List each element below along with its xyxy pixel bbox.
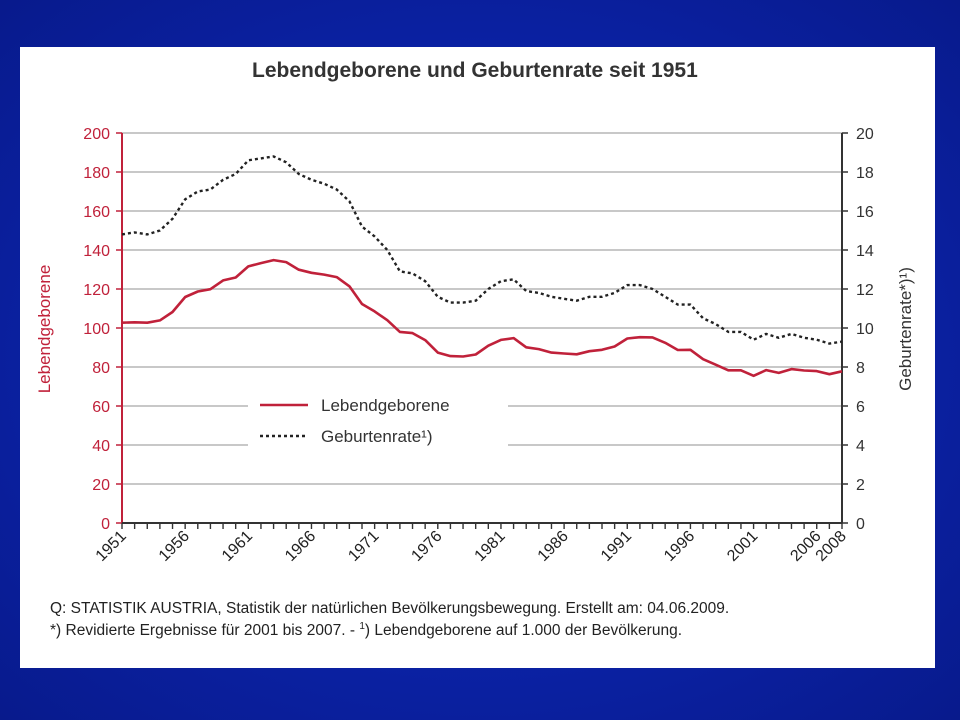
x-tick-label: 1951 [93, 528, 130, 565]
axes [116, 132, 848, 529]
x-tick-label: 2008 [813, 528, 850, 565]
y-tick-label-right: 0 [856, 516, 865, 533]
y-tick-label-right: 6 [856, 399, 865, 416]
legend-label-lebendgeborene: Lebendgeborene [321, 396, 450, 415]
x-tick-label: 1966 [282, 528, 319, 565]
source-note: Q: STATISTIK AUSTRIA, Statistik der natü… [50, 600, 729, 617]
series [121, 155, 843, 378]
footnote-text: ) Lebendgeborene auf 1.000 der Bevölkeru… [365, 622, 682, 639]
y-tick-label-left: 200 [83, 126, 110, 143]
grid [122, 132, 842, 524]
x-tick-label: 2001 [724, 528, 761, 565]
y-tick-label-left: 120 [83, 282, 110, 299]
revision-note: *) Revidierte Ergebnisse für 2001 bis 20… [50, 621, 682, 639]
slide: Lebendgeborene und Geburtenrate seit 195… [20, 47, 935, 668]
y-axis-label-left: Lebendgeborene [35, 265, 54, 394]
legend-background [248, 386, 508, 458]
y-tick-label-left: 0 [101, 516, 110, 533]
chart: Lebendgeborene und Geburtenrate seit 195… [35, 59, 915, 639]
y-tick-label-left: 60 [92, 399, 110, 416]
y-tick-label-right: 12 [856, 282, 874, 299]
y-tick-label-right: 4 [856, 438, 865, 455]
y-tick-label-left: 100 [83, 321, 110, 338]
legend-label-geburtenrate: Geburtenrate¹) [321, 427, 433, 446]
y-tick-label-left: 140 [83, 243, 110, 260]
footnote-mark: 1 [359, 621, 365, 632]
y-tick-label-right: 2 [856, 477, 865, 494]
y-tick-label-right: 16 [856, 204, 874, 221]
y-tick-label-right: 14 [856, 243, 874, 260]
revision-note-prefix: *) Revidierte Ergebnisse für 2001 bis 20… [50, 622, 359, 639]
y-axis-label-right: Geburtenrate*)¹) [896, 267, 915, 391]
footnotes: Q: STATISTIK AUSTRIA, Statistik der natü… [50, 600, 729, 639]
chart-title: Lebendgeborene und Geburtenrate seit 195… [252, 59, 698, 82]
y-tick-label-left: 180 [83, 165, 110, 182]
x-tick-label: 1976 [408, 528, 445, 565]
x-tick-label: 1971 [345, 528, 382, 565]
x-tick-label: 1991 [598, 528, 635, 565]
y-tick-label-right: 20 [856, 126, 874, 143]
x-tick-label: 1996 [661, 528, 698, 565]
x-tick-label: 1986 [535, 528, 572, 565]
y-tick-label-right: 18 [856, 165, 874, 182]
y-tick-label-left: 40 [92, 438, 110, 455]
series-line-lebendgeborene [121, 258, 843, 378]
y-tick-label-left: 80 [92, 360, 110, 377]
y-tick-label-left: 160 [83, 204, 110, 221]
y-tick-label-left: 20 [92, 477, 110, 494]
x-tick-label: 1981 [472, 528, 509, 565]
x-tick-label: 1956 [156, 528, 193, 565]
y-tick-label-right: 8 [856, 360, 865, 377]
y-tick-label-right: 10 [856, 321, 874, 338]
x-tick-label: 1961 [219, 528, 256, 565]
legend: Lebendgeborene Geburtenrate¹) [248, 386, 508, 458]
series-line-geburtenrate [121, 155, 843, 345]
